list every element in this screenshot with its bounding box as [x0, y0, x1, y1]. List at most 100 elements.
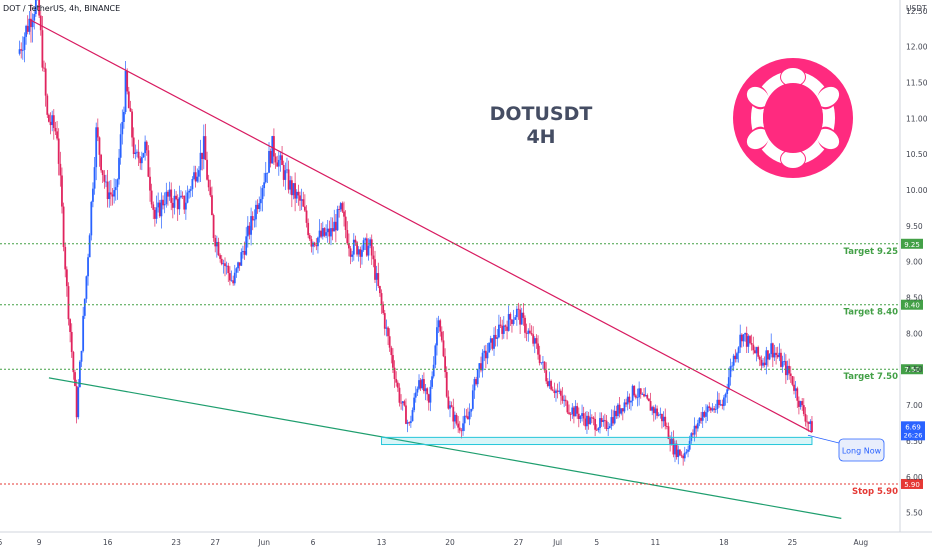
- candle: [723, 395, 725, 411]
- candle: [626, 391, 629, 411]
- candle: [134, 144, 137, 160]
- time-tick-label: 11: [651, 538, 661, 547]
- candle: [230, 270, 233, 282]
- candle: [56, 120, 58, 141]
- candle: [273, 128, 275, 165]
- price-tick-label: 6.50: [906, 437, 923, 446]
- candle: [268, 142, 270, 173]
- candle: [670, 431, 673, 446]
- candle: [401, 400, 404, 411]
- candle: [617, 402, 619, 419]
- time-tick-label: Jun: [257, 538, 270, 547]
- candle: [18, 40, 21, 56]
- long-now-callout[interactable]: [838, 438, 885, 462]
- candle: [155, 195, 158, 224]
- candle: [334, 213, 337, 243]
- price-tick-label: 7.00: [906, 401, 923, 410]
- candle: [742, 334, 745, 347]
- candle: [569, 412, 572, 422]
- candle: [719, 399, 722, 407]
- candle: [100, 153, 102, 173]
- candle: [98, 136, 101, 167]
- candle: [589, 409, 592, 425]
- candle: [132, 127, 135, 159]
- candle: [274, 153, 277, 169]
- candle: [543, 361, 546, 373]
- candle: [300, 188, 303, 211]
- candle: [574, 400, 577, 417]
- candle: [370, 234, 373, 265]
- time-tick-label: 25: [788, 538, 798, 547]
- candle: [295, 189, 298, 203]
- candle: [701, 406, 704, 428]
- price-tick-label: 10.50: [906, 150, 928, 159]
- candle: [731, 361, 733, 372]
- candle: [648, 398, 650, 402]
- candle: [396, 380, 399, 392]
- candle: [121, 109, 124, 145]
- candle: [51, 110, 54, 132]
- candle: [85, 275, 88, 303]
- candle: [101, 169, 104, 183]
- support-trendline[interactable]: [48, 377, 842, 519]
- candle: [317, 236, 319, 254]
- candle: [765, 346, 768, 375]
- resistance-trendline[interactable]: [29, 18, 813, 433]
- candle: [142, 152, 145, 159]
- candle: [524, 315, 526, 339]
- candle: [388, 328, 391, 352]
- candle: [378, 285, 381, 297]
- candle: [162, 195, 164, 210]
- candle: [170, 182, 173, 211]
- candle: [113, 178, 116, 204]
- stop-level-label: Stop 5.90: [852, 487, 898, 497]
- candle: [758, 355, 761, 367]
- candle: [224, 257, 226, 277]
- candle: [338, 205, 341, 218]
- candle: [532, 326, 535, 347]
- candle: [136, 149, 138, 158]
- candle: [411, 407, 414, 422]
- candle: [20, 42, 23, 59]
- candle: [294, 172, 297, 212]
- candle: [147, 145, 150, 178]
- candle: [753, 346, 756, 354]
- candle: [365, 233, 368, 257]
- candle: [25, 24, 27, 45]
- candle: [96, 118, 99, 142]
- candle: [740, 333, 743, 348]
- time-tick-label: 5: [594, 538, 599, 547]
- candle: [590, 414, 593, 424]
- candle: [621, 407, 624, 421]
- candle: [548, 371, 551, 389]
- candle: [77, 379, 80, 420]
- candle: [62, 202, 65, 252]
- candle: [191, 176, 194, 197]
- candle: [506, 320, 508, 340]
- candle: [409, 415, 412, 428]
- candle: [46, 93, 49, 119]
- candle: [714, 403, 717, 413]
- candle: [261, 184, 264, 212]
- candle: [667, 422, 670, 440]
- candle: [783, 352, 786, 366]
- candle: [320, 223, 323, 239]
- candle: [643, 388, 645, 398]
- long-entry-zone[interactable]: [381, 436, 813, 446]
- candle: [186, 185, 189, 204]
- candle: [528, 323, 531, 335]
- candle: [804, 407, 807, 427]
- candle: [339, 201, 342, 213]
- candle: [199, 139, 202, 182]
- candle: [176, 194, 179, 221]
- candle: [732, 353, 735, 372]
- candle: [806, 415, 808, 431]
- candle: [631, 384, 634, 407]
- candle: [749, 334, 751, 345]
- candle: [65, 266, 68, 297]
- candle: [344, 210, 347, 239]
- candle: [211, 186, 213, 216]
- candle: [755, 346, 758, 362]
